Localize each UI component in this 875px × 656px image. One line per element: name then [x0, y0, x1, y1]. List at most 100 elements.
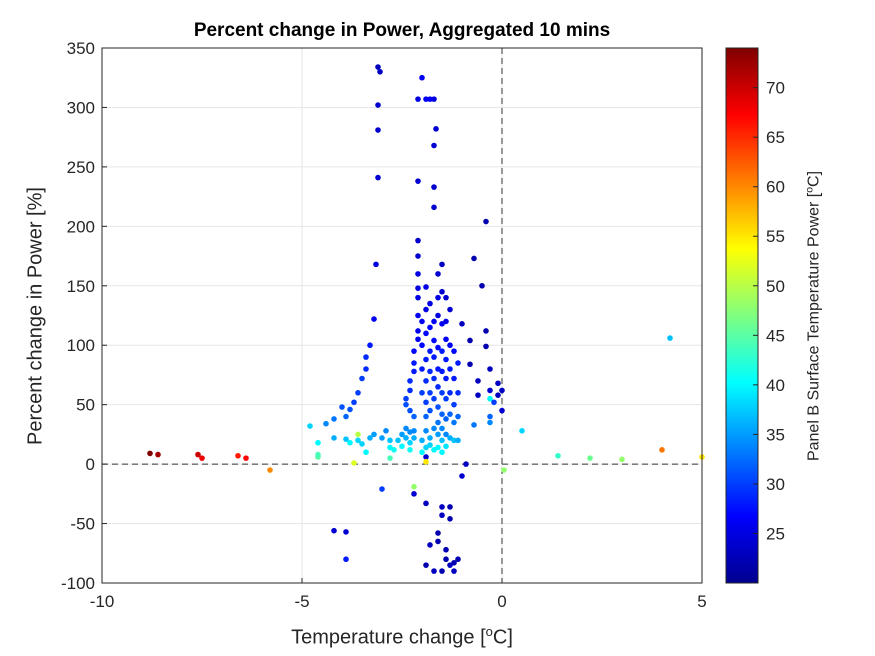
- data-point: [475, 378, 481, 384]
- data-point: [439, 368, 445, 375]
- data-point: [415, 285, 421, 291]
- data-point: [407, 378, 413, 384]
- colorbar-tick-label: 60: [766, 178, 785, 197]
- data-point: [379, 435, 385, 441]
- data-point: [439, 512, 445, 519]
- data-point: [487, 366, 493, 372]
- data-point: [435, 431, 441, 438]
- data-point: [431, 142, 437, 149]
- data-point: [501, 467, 507, 473]
- data-point: [363, 366, 369, 372]
- data-point: [343, 556, 349, 563]
- data-point: [387, 455, 393, 461]
- data-point: [435, 312, 441, 319]
- reference-lines: [102, 48, 702, 583]
- data-point: [407, 439, 413, 446]
- data-point: [467, 361, 473, 368]
- data-point: [431, 375, 437, 382]
- chart-title: Percent change in Power, Aggregated 10 m…: [193, 20, 611, 41]
- x-axis-label: Temperature change [oC]: [102, 624, 702, 650]
- data-point: [451, 348, 457, 354]
- data-point: [419, 389, 425, 396]
- data-point: [431, 96, 437, 102]
- y-tick-label: 300: [67, 98, 95, 117]
- colorbar-label-unit: C]: [805, 170, 823, 187]
- data-point: [439, 449, 445, 456]
- data-point: [451, 568, 457, 574]
- data-point: [343, 413, 349, 420]
- y-tick-label: 150: [67, 277, 95, 296]
- data-point: [427, 324, 433, 331]
- data-point: [419, 366, 425, 372]
- data-point: [487, 419, 493, 426]
- data-point: [587, 455, 593, 461]
- data-point: [419, 74, 425, 81]
- plot-frame: [101, 47, 703, 584]
- data-point: [343, 436, 349, 442]
- data-point: [399, 431, 405, 438]
- data-point: [431, 425, 437, 432]
- data-point: [315, 439, 321, 446]
- data-point: [439, 425, 445, 432]
- data-point: [399, 443, 405, 450]
- data-point: [411, 360, 417, 366]
- data-point: [423, 500, 429, 507]
- data-point: [355, 437, 361, 444]
- data-point: [495, 380, 501, 387]
- data-point: [347, 439, 353, 446]
- data-point: [491, 399, 497, 406]
- data-point: [427, 389, 433, 396]
- y-tick-label: 250: [67, 158, 95, 177]
- data-point: [443, 356, 449, 363]
- data-point: [435, 384, 441, 390]
- data-point: [391, 447, 397, 453]
- data-point: [419, 318, 425, 325]
- x-axis-ticks: -10 -5 0 5: [90, 578, 707, 611]
- data-point: [375, 102, 381, 108]
- data-point: [447, 516, 453, 522]
- data-point: [555, 452, 561, 459]
- data-point: [403, 395, 409, 402]
- data-point: [619, 456, 625, 463]
- data-point: [435, 444, 441, 451]
- data-point: [387, 437, 393, 444]
- data-point: [427, 435, 433, 441]
- data-point: [419, 437, 425, 444]
- data-point: [415, 178, 421, 184]
- data-point: [419, 449, 425, 456]
- data-point: [439, 437, 445, 444]
- data-point: [499, 387, 505, 394]
- data-point: [403, 425, 409, 432]
- y-tick-label: -50: [70, 515, 95, 534]
- data-point: [471, 255, 477, 262]
- data-point: [343, 529, 349, 535]
- data-point: [427, 542, 433, 548]
- colorbar-label-text: Panel B Surface Temperature Power [: [805, 192, 823, 462]
- data-point: [519, 428, 525, 434]
- data-point: [419, 342, 425, 349]
- data-point: [147, 450, 153, 457]
- data-point: [435, 294, 441, 301]
- data-point: [371, 431, 377, 438]
- data-point: [355, 431, 361, 438]
- data-point: [443, 416, 449, 422]
- plot-area: [102, 48, 702, 583]
- data-point: [415, 336, 421, 343]
- data-point: [431, 337, 437, 344]
- colorbar-tick-label: 35: [766, 425, 785, 444]
- y-tick-label: 200: [67, 217, 95, 236]
- data-point: [471, 422, 477, 428]
- data-point: [443, 294, 449, 301]
- data-point: [267, 467, 273, 473]
- data-point: [483, 343, 489, 350]
- colorbar-tick-label: 30: [766, 475, 785, 494]
- data-point: [439, 288, 445, 295]
- data-point: [435, 271, 441, 277]
- data-point: [459, 321, 465, 327]
- y-tick-label: 50: [76, 396, 95, 415]
- data-point: [487, 395, 493, 402]
- data-point: [243, 455, 249, 461]
- data-point: [235, 452, 241, 459]
- data-point: [439, 411, 445, 417]
- colorbar-tick-label: 25: [766, 524, 785, 543]
